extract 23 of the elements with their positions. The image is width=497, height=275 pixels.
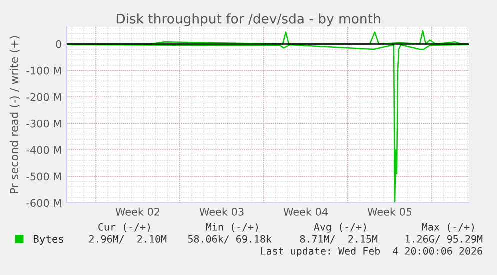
text: Min (-/+) [206,223,258,232]
y-tick-label: -300 M [26,120,62,128]
text: Cur (-/+) [98,223,150,232]
y-tick-label: -200 M [26,93,62,102]
y-tick-label: 0 [56,40,62,48]
x-tick-label: Week 04 [284,208,328,216]
text: 2.96M/ 2.10M [89,235,167,244]
x-tick-label: Week 05 [368,208,412,216]
text: 8.71M/ 2.15M [300,235,378,244]
text: 58.06k/ 69.18k [188,235,272,244]
y-tick-label: -500 M [26,172,62,181]
legend-label: Bytes [34,235,64,246]
y-axis-title: Pr second read (-) / write (+) [10,36,20,194]
text: Avg (-/+) [314,223,366,233]
y-tick-label: -400 M [26,146,62,154]
y-tick-label: -100 M [26,66,62,75]
x-tick-label: Week 02 [116,208,160,216]
text: Max (-/+) [422,223,474,232]
text: Last update: Wed Feb 4 20:00:06 2026 [261,247,482,257]
y-tick-label: -600 M [26,199,62,208]
chart-title: Disk throughput for /dev/sda - by month [116,14,380,26]
x-tick-label: Week 03 [200,208,244,216]
text: 1.26G/ 95.29M [406,235,483,244]
